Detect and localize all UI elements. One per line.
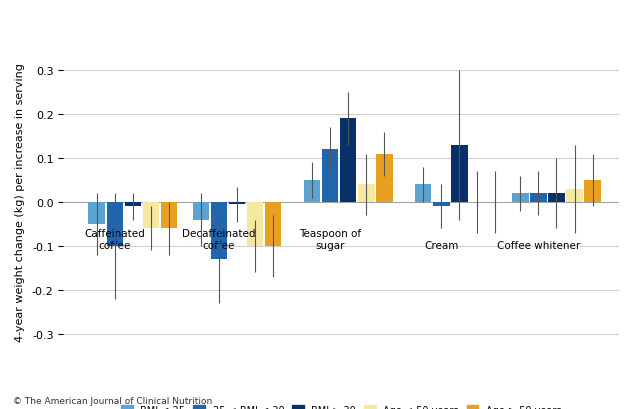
Bar [433,202,450,207]
Bar [585,180,601,202]
Bar [304,180,320,202]
Bar [451,146,468,202]
Bar [322,150,339,202]
Text: Caffeinated
coffee: Caffeinated coffee [84,229,145,250]
Bar [530,194,547,202]
Text: Cream: Cream [424,240,458,250]
Bar [124,202,141,207]
Bar [229,202,245,204]
Bar [107,202,123,246]
Bar [566,189,583,202]
Bar [340,119,356,202]
Bar [548,194,565,202]
Bar [247,202,263,246]
Legend: BMI < 25, 25 ≤ BMI < 30, BMI ≥ 30, Age ≤ 50 years, Age > 50 years: BMI < 25, 25 ≤ BMI < 30, BMI ≥ 30, Age ≤… [117,401,566,409]
Text: © The American Journal of Clinical Nutrition: © The American Journal of Clinical Nutri… [13,396,212,405]
Bar [143,202,159,229]
Text: Coffee whitener: Coffee whitener [497,240,580,250]
Bar [210,202,227,259]
Text: Decaffeinated
coffee: Decaffeinated coffee [182,229,256,250]
Y-axis label: 4-year weight change (kg) per increase in serving: 4-year weight change (kg) per increase i… [15,63,25,342]
Bar [512,194,529,202]
Bar [358,185,375,202]
Bar [415,185,432,202]
Bar [193,202,209,220]
Bar [160,202,178,229]
Text: Teaspoon of
sugar: Teaspoon of sugar [299,229,361,250]
Bar [376,154,392,202]
Bar [89,202,105,225]
Bar [265,202,281,246]
